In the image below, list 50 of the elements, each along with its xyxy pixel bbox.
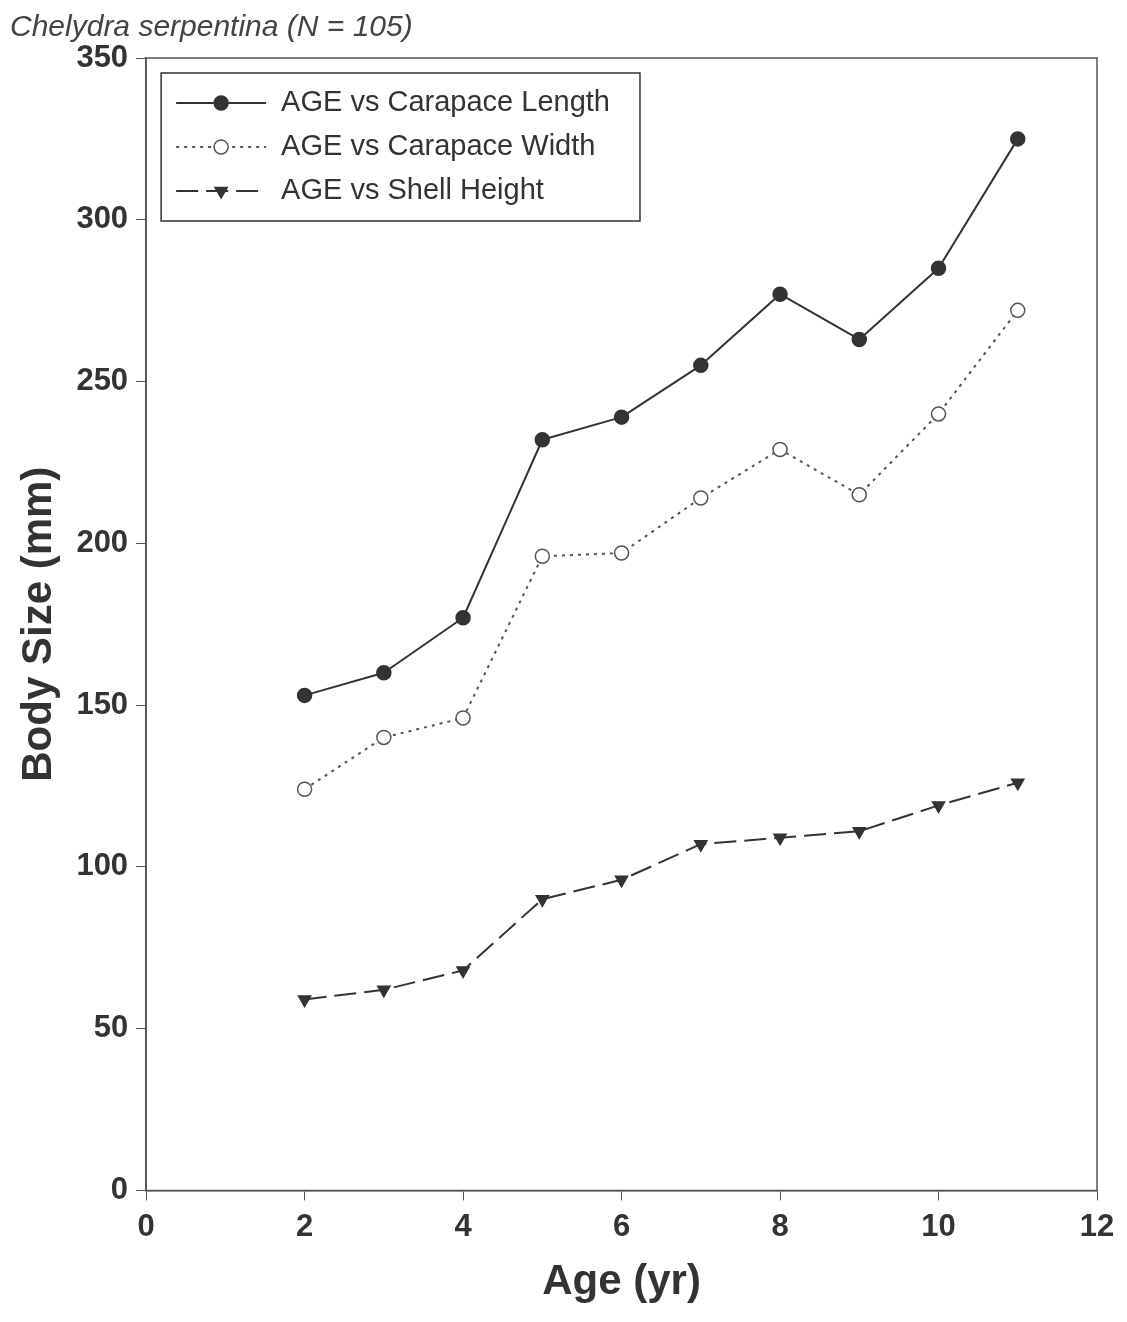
y-tick-label: 250 [76, 362, 129, 398]
point [772, 441, 788, 458]
y-tick-label: 100 [76, 847, 129, 883]
legend-label: AGE vs Carapace Length [281, 85, 610, 117]
x-tick-label: 2 [295, 1207, 314, 1243]
point [851, 487, 868, 503]
point [1010, 131, 1026, 147]
point [456, 966, 470, 979]
x-axis-title: Age (yr) [542, 1256, 701, 1304]
y-tick-label: 50 [93, 1009, 129, 1045]
point [297, 995, 312, 1008]
point [377, 985, 391, 998]
point [296, 781, 313, 797]
point [613, 409, 630, 425]
y-tick-label: 300 [76, 200, 129, 236]
point [535, 894, 550, 907]
point [772, 286, 788, 302]
point [693, 357, 709, 374]
point [534, 548, 551, 565]
point [851, 331, 868, 348]
legend-label: AGE vs Shell Height [281, 173, 544, 205]
point [693, 490, 709, 506]
point [930, 260, 947, 277]
y-axis-title: Body Size (mm) [12, 466, 60, 782]
point [1010, 778, 1025, 791]
point [693, 839, 708, 852]
point [534, 432, 551, 448]
legend-label: AGE vs Carapace Width [281, 129, 596, 161]
point [376, 664, 392, 681]
x-tick-label: 10 [921, 1207, 956, 1243]
point [455, 710, 471, 726]
point [852, 827, 867, 840]
point [773, 833, 787, 846]
point [1010, 302, 1026, 319]
point [931, 801, 946, 814]
x-tick-label: 0 [137, 1207, 155, 1243]
y-tick-label: 150 [76, 685, 129, 721]
point [930, 406, 947, 422]
x-tick-label: 8 [771, 1207, 789, 1243]
chart-title: Chelydra serpentina (N = 105) [10, 9, 413, 43]
y-tick-label: 200 [76, 523, 129, 559]
point [613, 545, 630, 561]
point [614, 875, 629, 888]
x-tick-label: 6 [612, 1207, 631, 1243]
x-tick-label: 12 [1079, 1207, 1115, 1243]
point [296, 687, 313, 704]
y-tick-label: 0 [110, 1170, 129, 1206]
point [455, 609, 471, 626]
x-tick-label: 4 [454, 1207, 473, 1243]
point [376, 729, 392, 746]
